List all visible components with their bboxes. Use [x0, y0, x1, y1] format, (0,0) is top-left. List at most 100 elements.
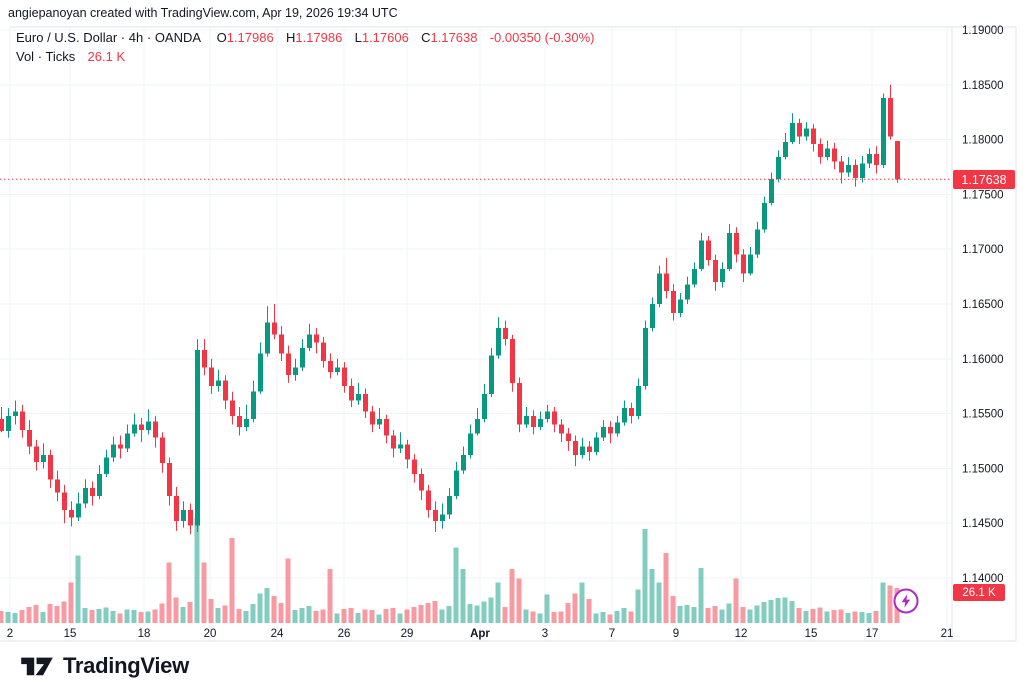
volume-bar	[593, 613, 599, 623]
time-axis-label: 21	[941, 628, 954, 640]
candle-down	[27, 430, 32, 447]
candle-up	[657, 273, 662, 304]
candle-up	[685, 284, 690, 300]
volume-bar	[5, 612, 11, 623]
candle-down	[587, 446, 592, 452]
volume-bar	[782, 597, 788, 623]
volume-bar	[649, 569, 655, 623]
volume-bar	[600, 612, 606, 623]
candle-up	[195, 350, 200, 526]
price-axis-label: 1.18000	[962, 135, 1004, 147]
candle-down	[818, 143, 823, 158]
candle-up	[769, 179, 774, 204]
candle-down	[0, 419, 4, 432]
candle-down	[895, 141, 900, 180]
volume-bar	[117, 613, 123, 623]
volume-bar	[467, 604, 473, 623]
candle-up	[440, 514, 445, 522]
candle-up	[846, 164, 851, 173]
candle-down	[34, 446, 39, 462]
time-axis-label: 2	[7, 628, 13, 640]
exchange-label: OANDA	[154, 30, 201, 45]
candle-down	[153, 421, 158, 438]
candle-up	[132, 424, 137, 434]
candle-down	[174, 495, 179, 522]
candle-down	[391, 435, 396, 449]
volume-bar	[376, 614, 382, 623]
volume-value: 26.1 K	[87, 49, 126, 64]
volume-bar	[208, 598, 214, 623]
volume-bar	[446, 606, 452, 623]
volume-bar	[12, 612, 18, 623]
volume-bar	[747, 609, 753, 623]
volume-bar	[411, 606, 417, 623]
volume-bar	[138, 612, 144, 623]
candle-down	[573, 441, 578, 456]
candle-up	[447, 495, 452, 515]
volume-bar	[19, 610, 25, 623]
candle-down	[874, 153, 879, 165]
candle-down	[559, 424, 564, 434]
candle-up	[678, 299, 683, 313]
volume-bar	[621, 608, 627, 623]
price-axis-label: 1.16000	[962, 354, 1004, 366]
volume-bar	[173, 597, 179, 623]
candle-down	[55, 479, 60, 493]
volume-bar	[656, 582, 662, 623]
candle-up	[216, 380, 221, 387]
volume-bar	[404, 609, 410, 623]
time-axis-label: 24	[271, 628, 284, 640]
candle-down	[629, 408, 634, 416]
volume-bar	[236, 608, 242, 623]
candle-down	[433, 510, 438, 522]
candle-down	[370, 411, 375, 425]
candle-down	[797, 123, 802, 137]
volume-bar	[775, 598, 781, 623]
candle-up	[111, 444, 116, 458]
time-axis-label: 18	[138, 628, 151, 640]
candle-down	[664, 273, 669, 291]
volume-bar	[887, 585, 893, 623]
candle-up	[104, 457, 109, 474]
volume-bar	[810, 608, 816, 623]
candle-down	[671, 290, 676, 313]
volume-bar	[362, 609, 368, 623]
candle-down	[888, 97, 893, 137]
time-axis-label: 12	[735, 628, 748, 640]
volume-bar	[572, 593, 578, 623]
ohlc-high-value: 1.17986	[295, 30, 343, 45]
volume-bar	[663, 553, 669, 623]
candle-down	[839, 161, 844, 173]
volume-bar	[299, 608, 305, 623]
ohlc-open-value: 1.17986	[226, 30, 274, 45]
candle-down	[188, 510, 193, 526]
volume-bar	[271, 596, 277, 623]
ohlc-low-label: L	[354, 30, 362, 45]
volume-bar	[348, 608, 354, 623]
candle-down	[384, 419, 389, 436]
volume-bar	[866, 612, 872, 623]
candle-down	[608, 426, 613, 434]
volume-bar	[460, 569, 466, 623]
volume-bar	[831, 610, 837, 623]
volume-bar	[712, 606, 718, 623]
volume-bar	[705, 608, 711, 623]
volume-bar	[320, 609, 326, 623]
volume-bar	[110, 610, 116, 623]
time-axis-label: 15	[64, 628, 77, 640]
candle-up	[454, 470, 459, 496]
candle-up	[762, 203, 767, 230]
volume-bar	[565, 602, 571, 623]
volume-bar	[215, 608, 221, 623]
candle-down	[48, 455, 53, 480]
legend-row-volume: Vol · Ticks 26.1 K	[16, 48, 595, 65]
candle-up	[300, 347, 305, 368]
volume-bar	[754, 605, 760, 623]
volume-bar	[54, 606, 60, 623]
candle-up	[748, 254, 753, 274]
time-axis-label: 7	[609, 628, 615, 640]
candle-up	[356, 393, 361, 401]
time-axis-label: 17	[866, 628, 879, 640]
candle-up	[125, 433, 130, 449]
